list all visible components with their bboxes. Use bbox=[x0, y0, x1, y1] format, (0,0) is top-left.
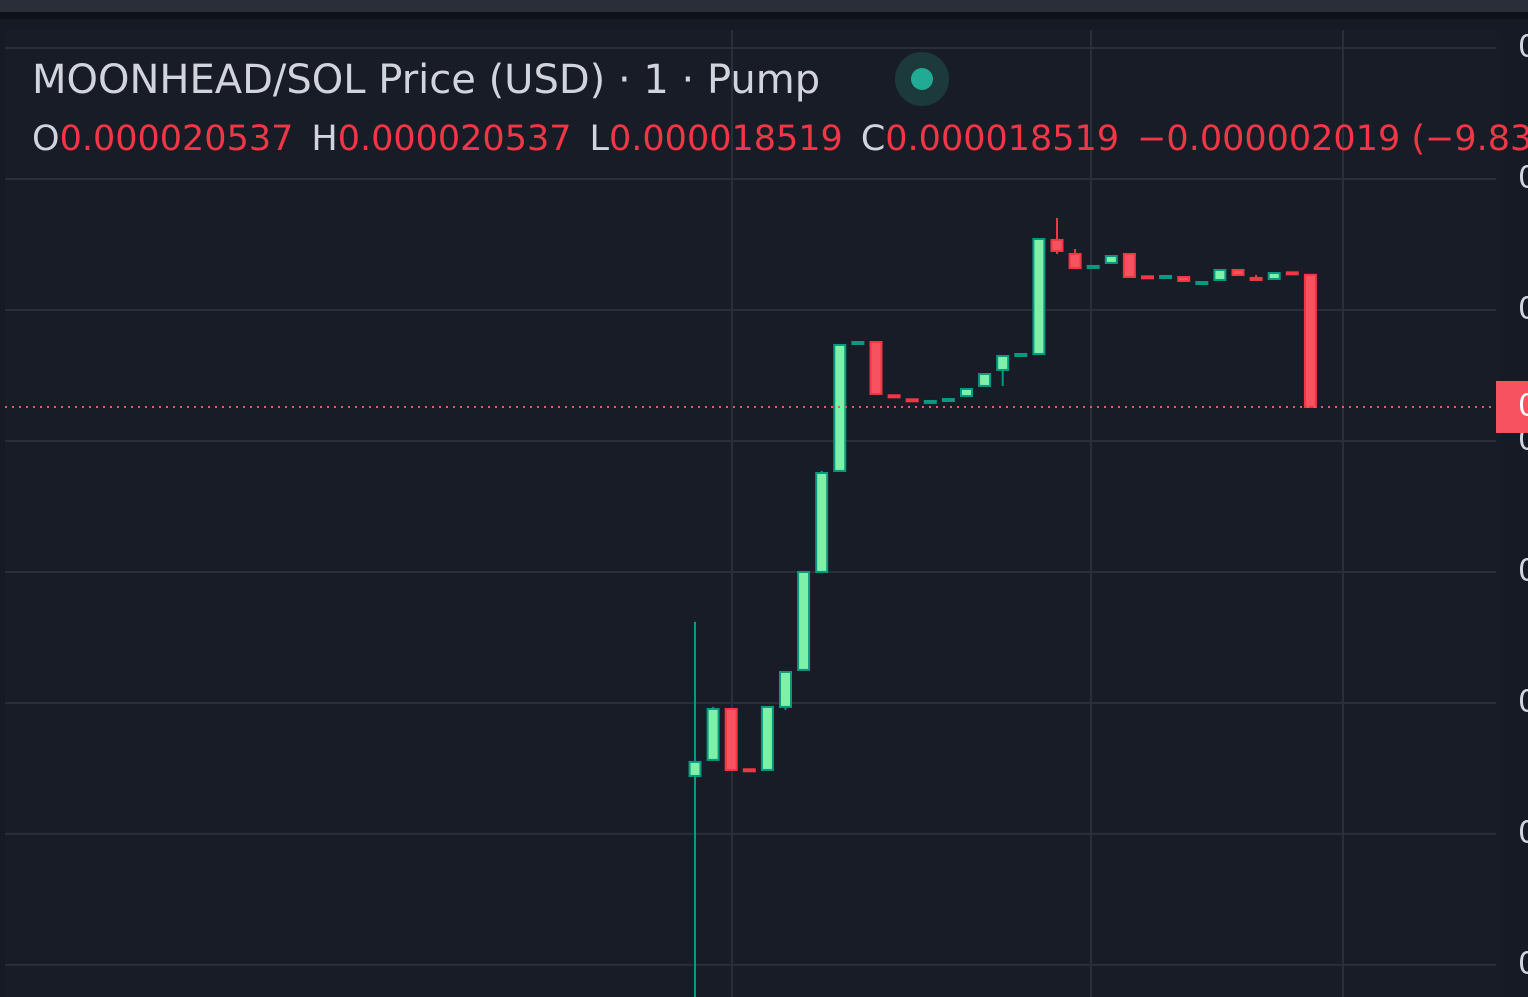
candle-body bbox=[941, 397, 955, 402]
y-tick-label: 0 bbox=[1518, 684, 1528, 719]
candle-body bbox=[742, 768, 756, 773]
candle-body bbox=[760, 705, 774, 771]
legend-label: O bbox=[32, 119, 60, 159]
y-tick-label: 0 bbox=[1518, 422, 1528, 457]
candle-body bbox=[1249, 276, 1263, 281]
candle-body bbox=[1032, 237, 1046, 355]
candle-body bbox=[706, 707, 720, 761]
candle-body bbox=[797, 570, 811, 671]
candle-body bbox=[905, 398, 919, 403]
legend-label: H bbox=[311, 119, 338, 159]
last-price-label: 0 bbox=[1518, 388, 1528, 423]
last-price-box bbox=[1496, 380, 1528, 433]
candle-body bbox=[688, 760, 702, 777]
status-dot bbox=[911, 68, 933, 90]
candle-body bbox=[1303, 273, 1317, 408]
legend-label: L bbox=[589, 119, 610, 159]
candle-body bbox=[1213, 268, 1227, 281]
candle-body bbox=[779, 670, 792, 708]
candle-body bbox=[960, 387, 973, 397]
candle-body bbox=[1267, 271, 1281, 281]
legend-change: −0.000002019 (−9.83… bbox=[1137, 119, 1528, 159]
candle-body bbox=[1159, 274, 1173, 279]
candle-body bbox=[1122, 252, 1136, 278]
candle-body bbox=[996, 354, 1010, 371]
candle-body bbox=[923, 399, 937, 404]
y-tick-label: 0 bbox=[1518, 30, 1528, 65]
legend-label: C bbox=[860, 119, 886, 159]
candle-body bbox=[1285, 271, 1299, 276]
ohlc-legend: O0.000020537 H0.000020537 L0.000018519 C0.0… bbox=[32, 114, 1528, 164]
legend-value: 0.000020537 bbox=[59, 119, 294, 159]
candle-body bbox=[1050, 238, 1064, 252]
candle-body bbox=[1141, 275, 1154, 280]
y-tick-label: 0 bbox=[1518, 160, 1528, 195]
candle-body bbox=[1231, 268, 1245, 277]
legend-value: 0.000018519 bbox=[885, 119, 1120, 159]
candle-body bbox=[724, 707, 738, 771]
top-border bbox=[0, 12, 1528, 19]
legend-value: 0.000020537 bbox=[337, 119, 572, 159]
y-tick-label: 0 bbox=[1518, 553, 1528, 588]
candle-body bbox=[978, 372, 992, 387]
plot-area bbox=[5, 30, 1500, 997]
candle-body bbox=[851, 341, 865, 346]
candle-body bbox=[869, 341, 883, 395]
candle-body bbox=[1104, 255, 1118, 264]
candle-body bbox=[1068, 252, 1082, 270]
candle-body bbox=[887, 394, 901, 399]
y-tick-label: 0 bbox=[1518, 291, 1528, 326]
candle-body bbox=[1195, 281, 1209, 286]
candle-body bbox=[1177, 275, 1191, 282]
y-tick-label: 0 bbox=[1518, 946, 1528, 981]
candle-body bbox=[1014, 352, 1028, 357]
top-bar bbox=[0, 0, 1528, 12]
header: MOONHEAD/SOL Price (USD) · 1 · Pump O0.0… bbox=[32, 52, 1528, 164]
y-tick-label: 0 bbox=[1518, 815, 1528, 850]
chart-title: MOONHEAD/SOL Price (USD) · 1 · Pump bbox=[32, 57, 821, 103]
candle-body bbox=[1086, 264, 1100, 269]
legend-value: 0.000018519 bbox=[609, 119, 843, 159]
candle-body bbox=[815, 471, 829, 573]
